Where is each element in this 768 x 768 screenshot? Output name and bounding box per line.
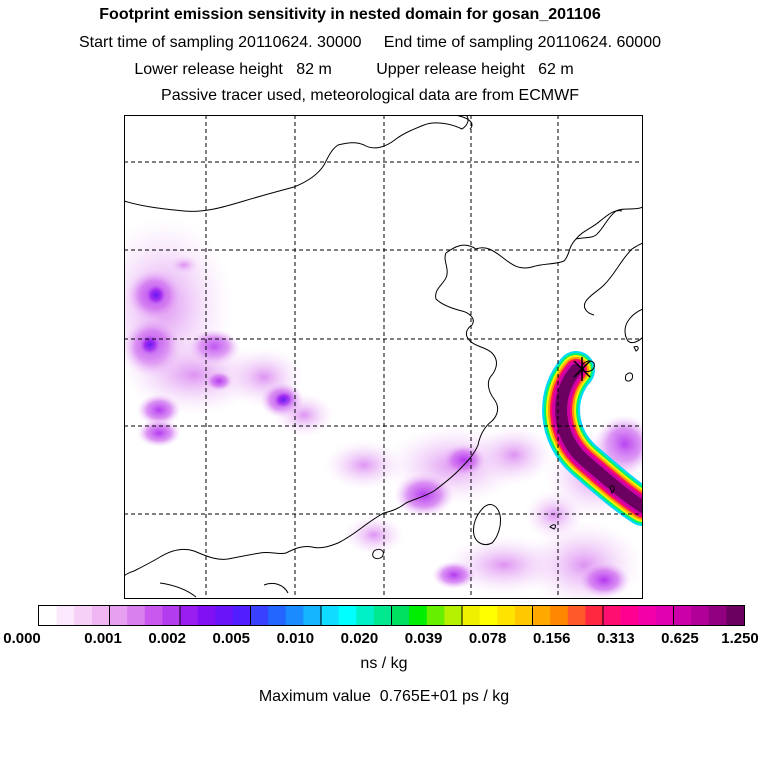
colorbar-cell	[303, 606, 322, 625]
colorbar-cell	[655, 606, 674, 625]
colorbar-cell	[409, 606, 428, 625]
colorbar-cell	[691, 606, 710, 625]
colorbar-cell	[197, 606, 216, 625]
colorbar-cell	[109, 606, 128, 625]
colorbar	[38, 605, 745, 626]
colorbar-cell	[356, 606, 375, 625]
colorbar-cell	[532, 606, 551, 625]
colorbar-cell	[585, 606, 604, 625]
colorbar-units: ns / kg	[360, 655, 408, 672]
sensitivity-field	[124, 215, 643, 599]
colorbar-cell	[39, 606, 58, 625]
figure-title: Footprint emission sensitivity in nested…	[99, 6, 601, 23]
colorbar-cell	[620, 606, 639, 625]
colorbar-tick-label: 0.010	[276, 630, 315, 647]
colorbar-cell	[162, 606, 181, 625]
colorbar-cell	[391, 606, 410, 625]
colorbar-cell	[426, 606, 445, 625]
colorbar-cell	[638, 606, 657, 625]
colorbar-tick-label: 0.020	[340, 630, 379, 647]
graticule	[124, 115, 643, 599]
colorbar-cell	[268, 606, 287, 625]
trajectory-plume	[542, 351, 643, 526]
colorbar-tick-label: 0.078	[468, 630, 507, 647]
colorbar-tick-label: 1.250	[721, 630, 759, 647]
colorbar-cell	[603, 606, 622, 625]
colorbar-cell	[321, 606, 340, 625]
colorbar-cell	[56, 606, 75, 625]
colorbar-tick-label: 0.313	[597, 630, 635, 647]
tracer-info-text: Passive tracer used, meteorological data…	[161, 87, 579, 104]
colorbar-cell	[479, 606, 498, 625]
colorbar-tick-label: 0.002	[148, 630, 186, 647]
colorbar-cell	[462, 606, 481, 625]
colorbar-cell	[91, 606, 110, 625]
colorbar-cell	[673, 606, 692, 625]
colorbar-cell	[285, 606, 304, 625]
colorbar-cell	[726, 606, 745, 625]
colorbar-cell	[497, 606, 516, 625]
colorbar-cell	[144, 606, 163, 625]
colorbar-tick-label: 0.001	[84, 630, 122, 647]
sampling-time-text: Start time of sampling 20110624. 30000 E…	[78, 34, 661, 51]
colorbar-cell	[127, 606, 146, 625]
colorbar-cell	[74, 606, 93, 625]
colorbar-cell	[550, 606, 569, 625]
colorbar-tick-label: 0.000	[3, 630, 41, 647]
colorbar-cell	[338, 606, 357, 625]
colorbar-cell	[215, 606, 234, 625]
colorbar-tick-label: 0.156	[532, 630, 571, 647]
colorbar-cell	[373, 606, 392, 625]
colorbar-tick-label: 0.625	[661, 630, 699, 647]
colorbar-cell	[180, 606, 199, 625]
colorbar-tick-label: 0.005	[212, 630, 251, 647]
colorbar-cell	[708, 606, 727, 625]
release-height-text: Lower release height 82 m Upper release …	[134, 61, 574, 78]
colorbar-cell	[232, 606, 251, 625]
map-frame	[124, 115, 643, 599]
colorbar-cell	[567, 606, 586, 625]
colorbar-cell	[444, 606, 463, 625]
footprint-map	[124, 115, 643, 599]
receptor-marker	[573, 357, 591, 381]
maximum-value-text: Maximum value 0.765E+01 ps / kg	[258, 688, 510, 705]
colorbar-tick-label: 0.039	[404, 630, 443, 647]
colorbar-cell	[514, 606, 533, 625]
colorbar-cell	[250, 606, 269, 625]
